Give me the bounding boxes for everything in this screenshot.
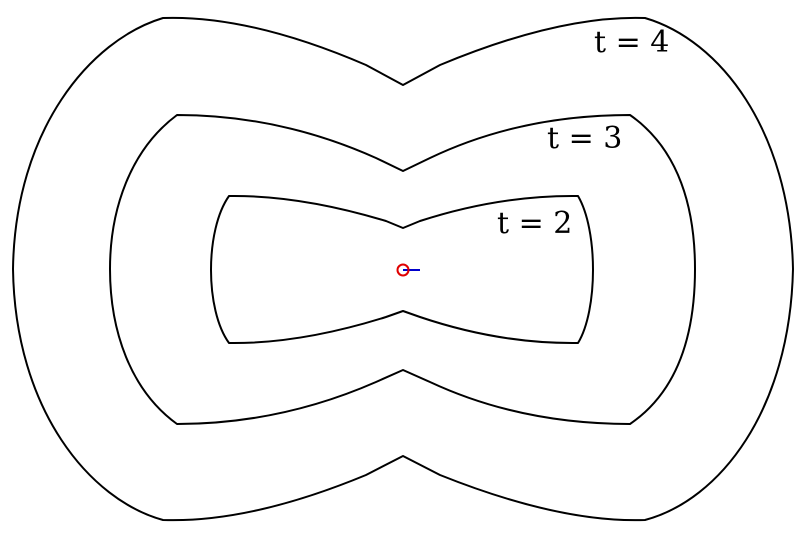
label-t2: t = 2 [497,206,572,241]
level-curve-t4 [12,16,794,522]
origin-marker [396,263,410,277]
level-curve-t3 [109,114,696,425]
label-t4: t = 4 [594,25,669,60]
label-t3: t = 3 [547,121,622,156]
level-curve-t2 [210,194,594,345]
